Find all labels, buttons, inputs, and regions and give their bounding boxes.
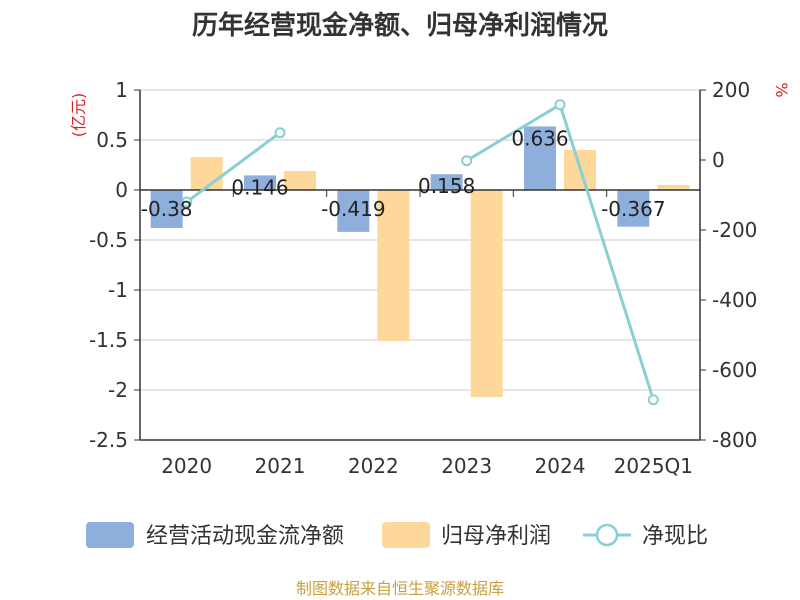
bar-cash-flow (337, 190, 370, 232)
right-axis-tick-label: -800 (712, 428, 757, 452)
right-axis-tick-label: 0 (712, 148, 725, 172)
ratio-line (181, 99, 659, 406)
ratio-point (554, 99, 566, 111)
left-axis-tick-label: -2 (108, 378, 128, 402)
data-labels: -0.38 0.146 -0.419 0.158 0.636 -0.367 (141, 126, 666, 221)
bars (150, 126, 690, 397)
x-axis-tick-label: 2022 (348, 454, 399, 478)
left-axis-tick-label: 0.5 (96, 128, 128, 152)
source-note: 制图数据来自恒生聚源数据库 (296, 579, 504, 598)
left-axis-tick-label: -0.5 (89, 228, 128, 252)
right-axis-tick-label: 200 (712, 78, 750, 102)
left-axis-unit: (亿元) (69, 93, 88, 138)
right-axis-tick-label: -400 (712, 288, 757, 312)
bar-net-profit (377, 190, 410, 341)
left-axis-tick-label: -2.5 (89, 428, 128, 452)
chart-title: 历年经营现金净额、归母净利润情况 (192, 10, 608, 41)
legend-swatch-net-profit (382, 522, 430, 548)
ratio-point (461, 155, 473, 167)
x-axis-tick-label: 2024 (535, 454, 586, 478)
bar-cash-flow (617, 190, 650, 227)
bar-cash-flow (524, 126, 556, 190)
left-axis-tick-label: 0 (115, 178, 128, 202)
data-label-cash-flow: 0.636 (511, 126, 568, 150)
ratio-point (647, 394, 659, 406)
bar-net-profit (657, 185, 690, 190)
bar-cash-flow (244, 175, 276, 190)
legend-swatch-cash-flow (86, 522, 134, 548)
left-axis-tick-label: 1 (115, 78, 128, 102)
bar-net-profit (470, 190, 503, 397)
data-label-cash-flow: 0.146 (231, 175, 288, 199)
x-axis-tick-label: 2025Q1 (614, 454, 693, 478)
bar-cash-flow (430, 174, 463, 190)
data-label-cash-flow: -0.38 (141, 197, 193, 221)
left-axis-tick-label: -1.5 (89, 328, 128, 352)
legend: 经营活动现金流净额 归母净利润 净现比 (86, 522, 708, 549)
legend-label-ratio: 净现比 (642, 524, 708, 549)
right-axis-unit: % (772, 82, 791, 97)
data-label-cash-flow: -0.367 (601, 197, 665, 221)
ratio-point (181, 196, 193, 208)
bar-net-profit (284, 171, 316, 190)
legend-label-net-profit: 归母净利润 (441, 524, 551, 549)
legend-label-cash-flow: 经营活动现金流净额 (146, 524, 344, 549)
right-axis-tick-label: -600 (712, 358, 757, 382)
right-axis-tick-label: -200 (712, 218, 757, 242)
bar-net-profit (190, 157, 223, 190)
left-axis-tick-label: -1 (108, 278, 128, 302)
x-axis-tick-label: 2023 (441, 454, 492, 478)
data-label-cash-flow: 0.158 (418, 174, 475, 198)
x-axis-tick-label: 2020 (161, 454, 212, 478)
data-label-cash-flow: -0.419 (321, 197, 385, 221)
gridlines (140, 89, 700, 441)
ratio-line-segment (185, 131, 281, 204)
bar-cash-flow (150, 190, 183, 228)
axes: 1 0.5 0 -0.5 -1 -1.5 -2 -2.5 200 0 -200 -400 -600 -80… (89, 78, 757, 478)
x-axis-tick-label: 2021 (255, 454, 306, 478)
legend-marker-ratio (595, 523, 619, 547)
ratio-point (274, 127, 286, 139)
